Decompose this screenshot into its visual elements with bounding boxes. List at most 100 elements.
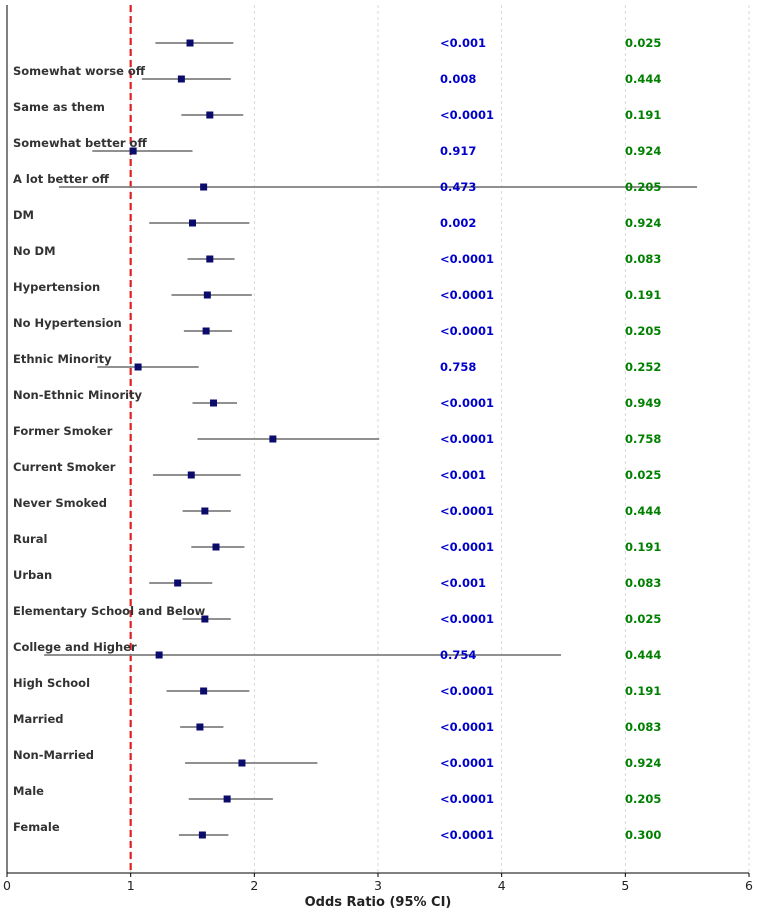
x-axis: 0 1 2 3 4 5 6 — [3, 5, 753, 893]
row-label-2: Same as them — [13, 100, 105, 114]
or-marker-6 — [206, 255, 214, 263]
row-label-1: Somewhat worse off — [13, 64, 146, 78]
or-marker-10 — [210, 399, 218, 407]
p-interaction-9: 0.252 — [625, 360, 661, 374]
or-marker-17 — [155, 651, 163, 659]
p-value-6: <0.0001 — [440, 252, 494, 266]
row-label-12: Current Smoker — [13, 460, 116, 474]
forest-row-1: Somewhat worse off 0.008 0.444 — [13, 64, 661, 86]
forest-row-2: Same as them <0.0001 0.191 — [13, 100, 661, 122]
row-label-13: Never Smoked — [13, 496, 107, 510]
forest-row-11: Former Smoker <0.0001 0.758 — [13, 424, 661, 446]
p-value-17: 0.754 — [440, 648, 476, 662]
row-label-10: Non-Ethnic Minority — [13, 388, 143, 402]
p-value-9: 0.758 — [440, 360, 476, 374]
x-tick-label-5: 5 — [621, 878, 629, 893]
x-tick-label-6: 6 — [745, 878, 753, 893]
or-marker-20 — [238, 759, 246, 767]
row-label-8: No Hypertension — [13, 316, 122, 330]
p-interaction-2: 0.191 — [625, 108, 661, 122]
row-label-17: College and Higher — [13, 640, 137, 654]
forest-row-22: Female <0.0001 0.300 — [13, 820, 661, 842]
p-value-21: <0.0001 — [440, 792, 494, 806]
forest-row-19: Married <0.0001 0.083 — [13, 712, 661, 734]
or-marker-5 — [189, 219, 196, 227]
forest-row-14: Rural <0.0001 0.191 — [13, 532, 661, 554]
or-marker-0 — [186, 39, 194, 47]
forest-row-4: A lot better off 0.473 0.205 — [13, 172, 698, 194]
p-interaction-7: 0.191 — [625, 288, 661, 302]
row-label-4: A lot better off — [13, 172, 110, 186]
row-label-15: Urban — [13, 568, 52, 582]
p-interaction-17: 0.444 — [625, 648, 661, 662]
row-label-9: Ethnic Minority — [13, 352, 112, 366]
p-interaction-14: 0.191 — [625, 540, 661, 554]
p-value-10: <0.0001 — [440, 396, 494, 410]
forest-row-18: High School <0.0001 0.191 — [13, 676, 661, 698]
p-value-12: <0.001 — [440, 468, 486, 482]
forest-row-15: Urban <0.001 0.083 — [13, 568, 661, 590]
row-label-14: Rural — [13, 532, 47, 546]
p-interaction-15: 0.083 — [625, 576, 661, 590]
forest-row-21: Male <0.0001 0.205 — [13, 784, 661, 806]
row-label-11: Former Smoker — [13, 424, 113, 438]
row-label-19: Married — [13, 712, 64, 726]
p-interaction-19: 0.083 — [625, 720, 661, 734]
x-tick-label-0: 0 — [3, 878, 11, 893]
or-marker-3 — [129, 147, 137, 155]
or-marker-7 — [203, 291, 211, 299]
or-marker-2 — [206, 111, 214, 119]
p-value-19: <0.0001 — [440, 720, 494, 734]
row-label-18: High School — [13, 676, 90, 690]
or-marker-11 — [269, 435, 277, 443]
or-marker-18 — [200, 687, 208, 695]
p-interaction-12: 0.025 — [625, 468, 661, 482]
p-value-4: 0.473 — [440, 180, 476, 194]
or-marker-14 — [212, 543, 220, 551]
x-tick-label-2: 2 — [250, 878, 258, 893]
p-value-11: <0.0001 — [440, 432, 494, 446]
p-value-5: 0.002 — [440, 216, 476, 230]
p-value-0: <0.001 — [440, 36, 486, 50]
p-interaction-13: 0.444 — [625, 504, 661, 518]
p-value-15: <0.001 — [440, 576, 486, 590]
forest-row-13: Never Smoked <0.0001 0.444 — [13, 496, 661, 518]
p-interaction-16: 0.025 — [625, 612, 661, 626]
x-tick-label-4: 4 — [498, 878, 506, 893]
p-interaction-3: 0.924 — [625, 144, 661, 158]
p-interaction-1: 0.444 — [625, 72, 661, 86]
p-interaction-20: 0.924 — [625, 756, 661, 770]
forest-row-9: Ethnic Minority 0.758 0.252 — [13, 352, 661, 374]
p-value-18: <0.0001 — [440, 684, 494, 698]
x-tick-label-1: 1 — [127, 878, 135, 893]
forest-row-20: Non-Married <0.0001 0.924 — [13, 748, 661, 770]
p-value-1: 0.008 — [440, 72, 476, 86]
p-interaction-18: 0.191 — [625, 684, 661, 698]
p-interaction-5: 0.924 — [625, 216, 661, 230]
p-interaction-8: 0.205 — [625, 324, 661, 338]
or-marker-15 — [174, 579, 182, 587]
or-marker-4 — [200, 183, 208, 191]
row-label-5: DM — [13, 208, 34, 222]
p-value-16: <0.0001 — [440, 612, 494, 626]
p-interaction-22: 0.300 — [625, 828, 661, 842]
p-interaction-11: 0.758 — [625, 432, 661, 446]
p-value-20: <0.0001 — [440, 756, 494, 770]
row-label-22: Female — [13, 820, 60, 834]
or-marker-16 — [201, 615, 209, 623]
forest-row-8: No Hypertension <0.0001 0.205 — [13, 316, 661, 338]
p-interaction-0: 0.025 — [625, 36, 661, 50]
or-marker-8 — [202, 327, 210, 335]
p-value-13: <0.0001 — [440, 504, 494, 518]
forest-row-3: Somewhat better off 0.917 0.924 — [13, 136, 661, 158]
or-marker-21 — [223, 795, 231, 803]
forest-row-17: College and Higher 0.754 0.444 — [13, 640, 661, 662]
p-interaction-10: 0.949 — [625, 396, 661, 410]
forest-row-0: <0.001 0.025 — [155, 36, 661, 50]
p-value-14: <0.0001 — [440, 540, 494, 554]
row-label-21: Male — [13, 784, 44, 798]
x-axis-label: Odds Ratio (95% CI) — [305, 895, 452, 910]
or-marker-9 — [134, 363, 142, 371]
